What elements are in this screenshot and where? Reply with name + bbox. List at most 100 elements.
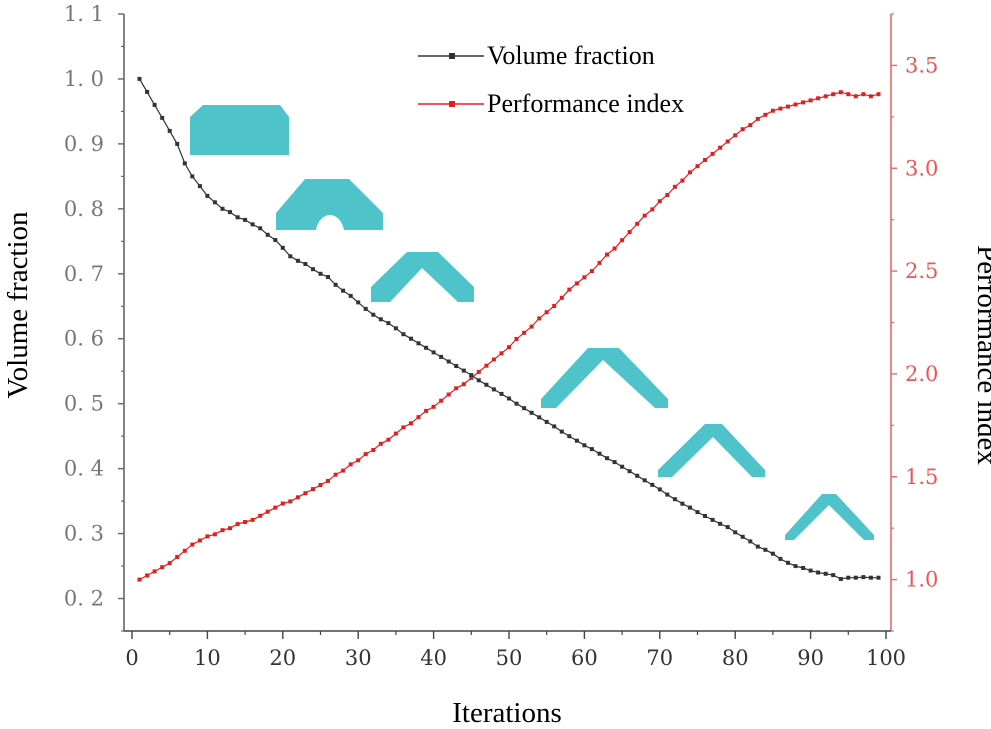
performance-index-point xyxy=(635,221,640,226)
performance-index-point xyxy=(220,528,225,533)
x-tick-label: 90 xyxy=(797,646,824,670)
performance-index-point xyxy=(793,102,798,107)
volume-fraction-point xyxy=(597,451,602,456)
performance-index-point xyxy=(409,421,413,426)
volume-fraction-point xyxy=(303,262,308,266)
volume-fraction-point xyxy=(635,473,640,478)
performance-index-point xyxy=(522,330,527,335)
performance-index-point xyxy=(816,96,821,101)
performance-index-point xyxy=(326,478,330,483)
performance-index-point xyxy=(801,100,806,105)
x-tick-label: 30 xyxy=(345,646,372,670)
performance-index-point xyxy=(265,509,270,514)
left-tick-label: 0. 3 xyxy=(64,522,104,546)
volume-fraction-point xyxy=(491,387,496,392)
performance-index-point xyxy=(529,324,534,329)
volume-fraction-point xyxy=(868,575,873,580)
performance-index-point xyxy=(318,483,323,487)
volume-fraction-point xyxy=(823,571,828,576)
volume-fraction-point xyxy=(703,514,707,518)
volume-fraction-point xyxy=(786,560,790,565)
performance-index-point xyxy=(838,90,843,95)
performance-index-point xyxy=(393,431,398,436)
performance-index-point xyxy=(295,495,300,500)
volume-fraction-point xyxy=(574,438,579,443)
x-tick-label: 10 xyxy=(194,646,221,670)
left-tick-label: 0. 4 xyxy=(64,457,104,481)
volume-fraction-point xyxy=(688,505,692,510)
volume-fraction-point xyxy=(356,300,361,305)
volume-fraction-point xyxy=(838,577,843,581)
volume-fraction-point xyxy=(295,258,300,263)
volume-fraction-point xyxy=(582,443,587,448)
right-tick-label: 3.5 xyxy=(905,53,938,77)
performance-index-point xyxy=(786,104,790,109)
volume-fraction-point xyxy=(182,161,187,166)
performance-index-point xyxy=(386,437,391,442)
left-tick-label: 0. 5 xyxy=(64,392,104,416)
performance-index-point xyxy=(228,526,232,531)
topology-shape-2 xyxy=(276,179,383,230)
volume-fraction-point xyxy=(816,570,821,575)
volume-fraction-point xyxy=(831,573,836,578)
right-tick-label: 2.0 xyxy=(905,362,938,386)
performance-index-point xyxy=(650,207,655,212)
volume-fraction-point xyxy=(152,102,157,107)
performance-index-point xyxy=(363,452,368,457)
x-tick-label: 70 xyxy=(646,646,673,670)
volume-fraction-point xyxy=(763,547,768,552)
performance-index-point xyxy=(748,123,753,128)
volume-fraction-point xyxy=(476,378,481,383)
performance-index-point xyxy=(273,505,278,510)
volume-fraction-point xyxy=(318,271,323,276)
volume-fraction-point xyxy=(680,501,685,506)
performance-index-point xyxy=(537,316,542,321)
topology-insets xyxy=(190,105,874,540)
volume-fraction-point xyxy=(499,391,504,396)
volume-fraction-point xyxy=(665,492,670,497)
topology-shape-5 xyxy=(658,424,765,477)
volume-fraction-point xyxy=(454,364,459,368)
volume-fraction-point xyxy=(439,354,444,359)
performance-index-point xyxy=(597,260,602,265)
volume-fraction-point xyxy=(861,575,866,580)
performance-index-point xyxy=(235,522,240,527)
volume-fraction-point xyxy=(620,464,625,469)
performance-index-point xyxy=(740,127,745,132)
volume-fraction-point xyxy=(770,551,775,556)
volume-fraction-point xyxy=(371,312,376,317)
performance-index-point xyxy=(589,269,594,274)
performance-index-point xyxy=(378,441,383,446)
performance-index-point xyxy=(152,569,157,574)
performance-index-point xyxy=(348,462,353,467)
legend-volume-label: Volume fraction xyxy=(487,41,655,70)
performance-index-point xyxy=(733,133,738,138)
volume-fraction-point xyxy=(311,267,315,272)
performance-index-point xyxy=(439,398,444,403)
performance-index-point xyxy=(808,98,813,103)
volume-fraction-point xyxy=(288,254,293,259)
left-tick-label: 1. 1 xyxy=(64,2,104,26)
volume-fraction-point xyxy=(627,469,632,474)
performance-index-point xyxy=(469,376,474,380)
performance-index-point xyxy=(876,92,881,97)
volume-fraction-point xyxy=(740,534,745,539)
legend-performance-marker xyxy=(449,101,455,107)
left-axis-title: Volume fraction xyxy=(2,211,34,399)
performance-index-point xyxy=(190,542,195,547)
x-tick-label: 80 xyxy=(722,646,749,670)
performance-index-point xyxy=(416,415,421,420)
performance-index-point xyxy=(703,158,707,162)
legend: Volume fraction Performance index xyxy=(418,41,684,118)
performance-index-point xyxy=(461,382,466,387)
left-tick-label: 0. 6 xyxy=(64,327,104,351)
volume-fraction-point xyxy=(393,326,398,331)
left-tick-label: 1. 0 xyxy=(64,67,104,91)
right-axis-title: Performance index xyxy=(971,245,991,465)
performance-index-point xyxy=(755,116,760,121)
performance-index-point xyxy=(846,92,851,97)
performance-index-point xyxy=(424,408,429,413)
volume-fraction-point xyxy=(386,321,391,326)
x-tick-label: 50 xyxy=(496,646,523,670)
